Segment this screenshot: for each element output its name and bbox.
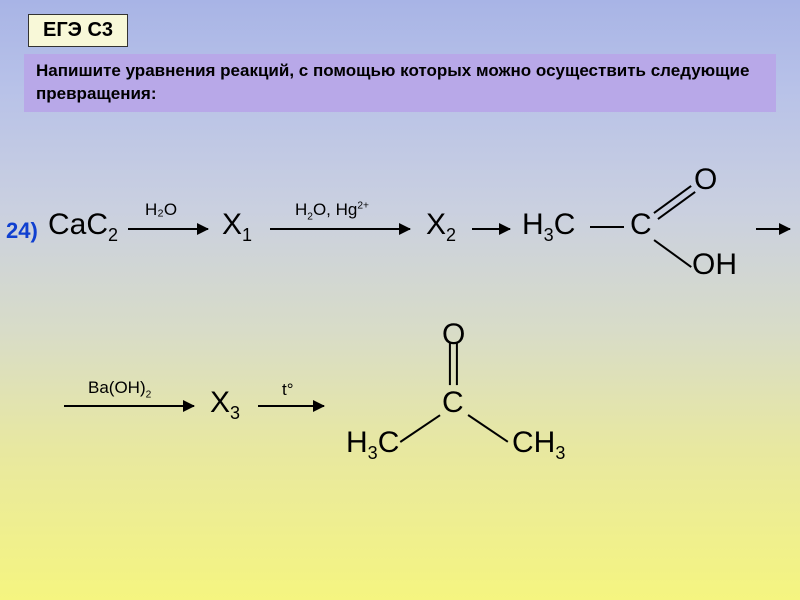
arrow-2: [270, 228, 410, 230]
arrow-5-label: Ba(OH)2: [88, 378, 151, 400]
formula-h3c-row1: H3C: [522, 208, 575, 246]
arrow-1-label: H₂O: [145, 200, 177, 220]
formula-ch3-row2: CH3: [512, 426, 565, 464]
exam-badge: ЕГЭ С3: [28, 14, 128, 47]
bond-c-ch3-row2: [467, 414, 508, 443]
formula-o-row1: O: [694, 163, 717, 197]
formula-oh-row1: OH: [692, 248, 737, 282]
formula-h3c-row2: H3C: [346, 426, 399, 464]
formula-x1: X1: [222, 208, 252, 246]
bond-h3c-c: [590, 226, 624, 228]
formula-c-row2: C: [442, 386, 464, 420]
formula-o-row2: O: [442, 318, 465, 352]
problem-number: 24): [6, 218, 38, 244]
bond-c-h3c-row2: [400, 414, 441, 443]
arrow-4: [756, 228, 790, 230]
instruction-text: Напишите уравнения реакций, с помощью ко…: [24, 54, 776, 112]
formula-x2: X2: [426, 208, 456, 246]
arrow-2-label: H2O, Hg2+: [295, 200, 369, 222]
formula-x3: X3: [210, 386, 240, 424]
arrow-6: [258, 405, 324, 407]
arrow-1: [128, 228, 208, 230]
arrow-5: [64, 405, 194, 407]
arrow-3: [472, 228, 510, 230]
arrow-6-label: t°: [282, 380, 294, 400]
formula-cac2: CaC2: [48, 208, 118, 246]
formula-c-row1: C: [630, 208, 652, 242]
bond-c-oh: [653, 239, 692, 268]
